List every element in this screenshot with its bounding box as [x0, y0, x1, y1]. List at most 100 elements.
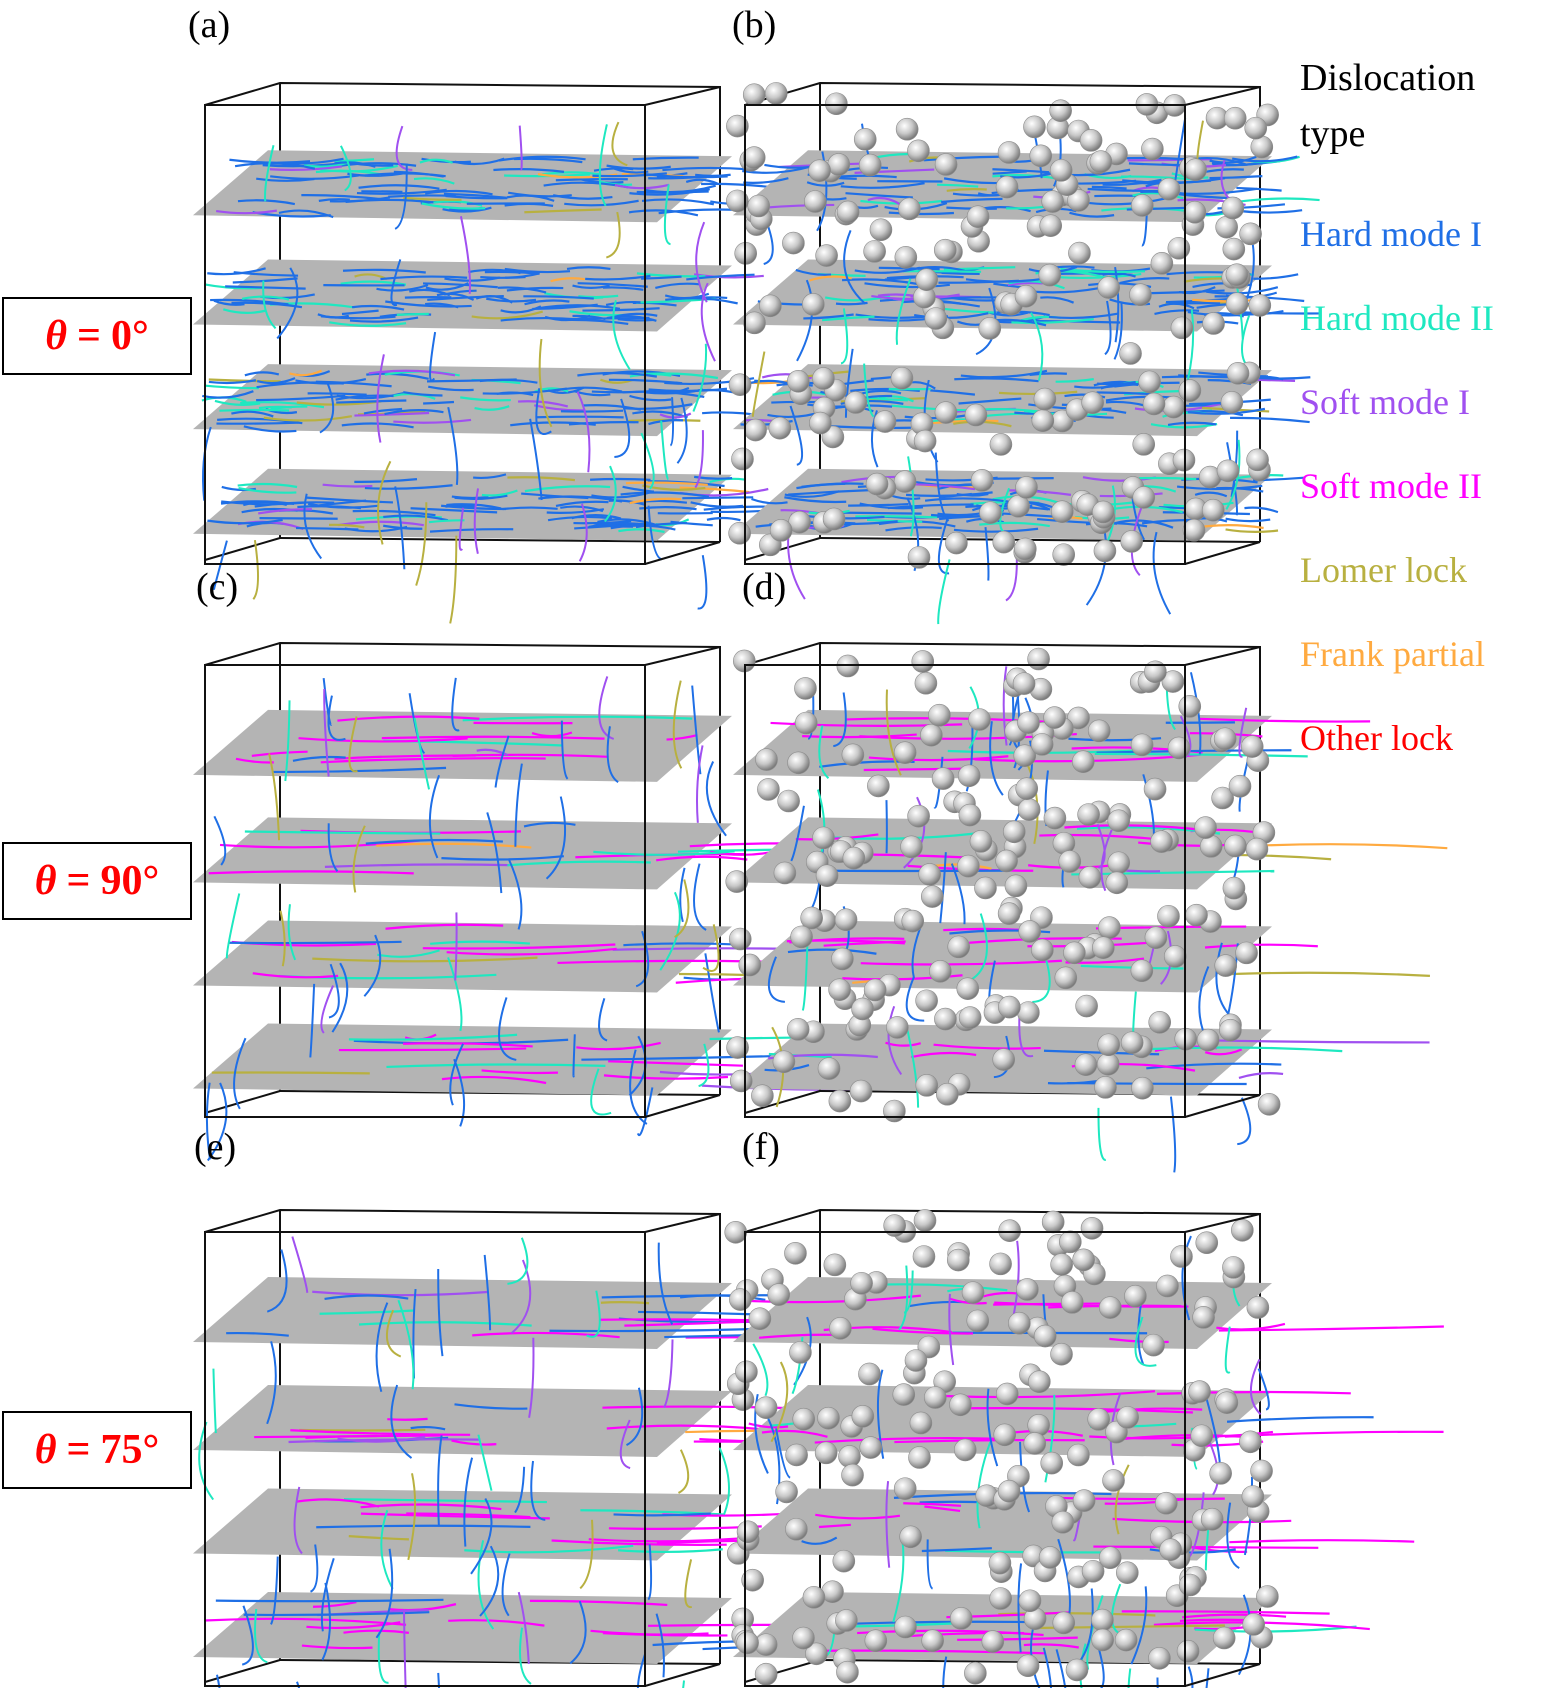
sphere-icon [913, 429, 937, 453]
sphere-icon [1078, 865, 1102, 889]
panel-a [193, 81, 784, 624]
sphere-icon [1072, 1489, 1096, 1512]
sphere-icon [1256, 1585, 1279, 1608]
sphere-icon [738, 953, 762, 977]
sphere-icon [1098, 1296, 1122, 1319]
panel-c [193, 641, 917, 1162]
sphere-icon [968, 708, 991, 731]
sphere-icon [1063, 941, 1086, 965]
sphere-icon [1222, 876, 1246, 900]
sphere-icon [1178, 379, 1202, 402]
sphere-icon [1213, 727, 1237, 751]
sphere-icon [924, 307, 948, 330]
sphere-icon [1115, 1561, 1139, 1584]
sphere-icon [754, 1396, 778, 1419]
equals-sign: = [77, 313, 101, 359]
slip-plane [193, 709, 732, 782]
sphere-icon [873, 410, 897, 433]
sphere-icon [890, 366, 914, 390]
sphere-icon [817, 1057, 841, 1080]
sphere-icon [1214, 954, 1238, 977]
sphere-icon [1159, 1538, 1182, 1561]
sphere-icon [867, 774, 890, 798]
sphere-icon [913, 1209, 937, 1232]
sphere-icon [814, 1441, 838, 1465]
sphere-icon [1065, 1658, 1089, 1682]
sphere-icon [1246, 1296, 1270, 1319]
theta-value: 0° [110, 313, 149, 359]
sphere-icon [1017, 798, 1041, 821]
sphere-icon [1087, 1408, 1110, 1431]
sphere-icon [785, 1517, 808, 1541]
panel-label-d: (d) [742, 566, 787, 608]
sphere-icon [1170, 1245, 1193, 1268]
theta-label-row-2: θ = 90° [2, 842, 192, 920]
sphere-icon [812, 826, 835, 850]
sphere-icon [1052, 1611, 1076, 1635]
sphere-icon [1054, 966, 1078, 990]
sphere-icon [1231, 1218, 1254, 1242]
sphere-icon [1097, 1033, 1120, 1057]
sphere-icon [1023, 115, 1046, 139]
sphere-icon [773, 861, 797, 885]
legend-item-lomer-lock: Lomer lock [1300, 550, 1467, 590]
sphere-icon [1060, 1291, 1084, 1314]
slip-plane [193, 150, 777, 223]
sphere-icon [790, 925, 813, 949]
sphere-icon [1148, 1646, 1171, 1670]
sphere-icon [1116, 1406, 1139, 1429]
sphere-icon [869, 218, 893, 242]
sphere-icon [1188, 1380, 1211, 1403]
sphere-icon [989, 1252, 1012, 1276]
panel-label-b: (b) [732, 4, 777, 46]
sphere-icon [958, 1006, 982, 1029]
sphere-icon [812, 367, 835, 390]
sphere-icon [1089, 150, 1113, 173]
sphere-icon [1067, 189, 1090, 212]
sphere-icon [736, 1631, 759, 1655]
sphere-icon [800, 906, 823, 930]
sphere-icon [1067, 1443, 1090, 1467]
legend-item-soft-mode-2: Soft mode II [1300, 466, 1482, 506]
sphere-icon [898, 197, 921, 221]
sphere-icon [1178, 695, 1202, 718]
sphere-icon [934, 1007, 957, 1031]
sphere-icon [978, 317, 1002, 340]
sphere-icon [836, 1660, 859, 1684]
sphere-icon [841, 1463, 864, 1487]
sphere-icon [1018, 920, 1041, 943]
sphere-icon [928, 703, 951, 727]
sphere-icon [929, 959, 952, 983]
sphere-icon [1157, 177, 1181, 201]
sphere-icon [883, 1099, 906, 1123]
precipitate-spheres [725, 647, 1281, 1123]
sphere-icon [787, 751, 810, 775]
sphere-icon [767, 1283, 791, 1306]
sphere-icon [736, 1520, 760, 1544]
sphere-icon [1219, 1018, 1242, 1042]
theta-value: 90° [100, 858, 160, 904]
sphere-icon [731, 447, 754, 471]
sphere-icon [901, 909, 925, 933]
sphere-icon [1222, 1256, 1245, 1279]
sphere-icon [777, 789, 800, 813]
sphere-icon [726, 114, 749, 138]
sphere-icon [1043, 806, 1067, 830]
sphere-icon [1196, 1028, 1220, 1052]
sphere-icon [915, 268, 938, 291]
sphere-icon [997, 1479, 1021, 1503]
legend-title-line2: type [1300, 113, 1366, 155]
sphere-icon [907, 546, 931, 569]
sphere-icon [729, 1069, 753, 1093]
sphere-icon [772, 1050, 796, 1074]
sphere-icon [1120, 530, 1143, 553]
sphere-icon [1211, 786, 1234, 810]
sphere-icon [724, 1220, 748, 1244]
sphere-icon [995, 175, 1019, 199]
sphere-icon [769, 519, 793, 542]
sphere-icon [995, 1382, 1019, 1406]
sphere-icon [1039, 214, 1063, 237]
sphere-icon [936, 1082, 959, 1106]
sphere-icon [1050, 500, 1074, 523]
